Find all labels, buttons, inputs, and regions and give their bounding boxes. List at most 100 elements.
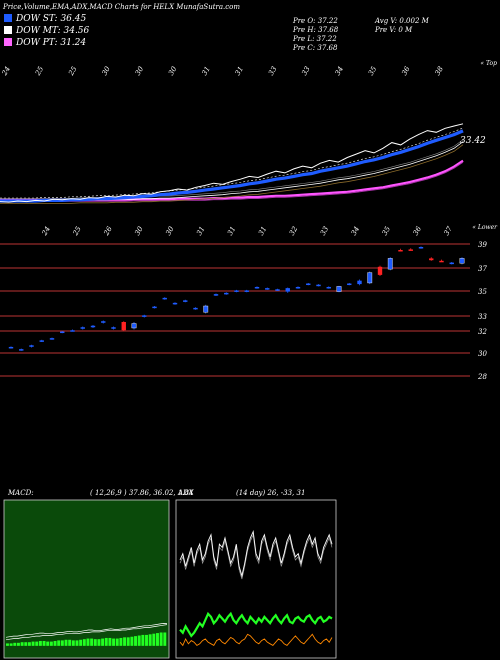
candle [111, 327, 116, 329]
macd-bar [156, 633, 159, 646]
x-tick-label: 36 [400, 65, 412, 77]
macd-title: MACD: [7, 489, 34, 497]
macd-bar [123, 637, 127, 646]
candle [439, 260, 444, 263]
macd-bar [75, 640, 79, 646]
corner-label: « Lower [472, 224, 498, 231]
ema-mid-line [0, 139, 464, 199]
x-tick-label: 31 [226, 225, 237, 237]
x-tick-label: 24 [0, 65, 12, 78]
macd-bar [163, 632, 167, 646]
macd-bar [159, 632, 163, 646]
macd-bar [57, 640, 61, 646]
candle [306, 283, 311, 286]
legend-label: DOW MT: 34.56 [16, 26, 90, 36]
legend-swatch [4, 14, 12, 22]
candle [29, 345, 34, 347]
ohlc-value: Pre O: 37.22 [293, 17, 338, 25]
macd-bar [126, 637, 130, 646]
legend-item: DOW PT: 31.24 [4, 38, 86, 48]
corner-label: « Top [480, 60, 497, 67]
candle [254, 286, 260, 289]
macd-bar [60, 640, 64, 646]
x-tick-label: 25 [67, 65, 79, 78]
ohlc-value: Pre L: 37.22 [293, 35, 337, 43]
candle [90, 325, 96, 328]
x-tick-label: 38 [434, 65, 446, 77]
legend-label: DOW ST: 36.45 [16, 14, 87, 24]
macd-bar [86, 638, 90, 646]
candle [316, 284, 321, 287]
candle [162, 297, 167, 300]
x-tick-label: 35 [367, 65, 379, 77]
macd-bar [38, 640, 42, 646]
macd-bar [145, 634, 148, 646]
macd-bar [108, 637, 112, 646]
macd-bar [148, 634, 152, 646]
ohlc-value: Pre H: 37.68 [293, 26, 339, 34]
legend-item: DOW ST: 36.45 [4, 14, 86, 24]
x-tick-label: 30 [100, 65, 112, 77]
macd-bar [42, 640, 46, 646]
candle [244, 290, 249, 292]
macd-bar [16, 642, 20, 646]
macd-line [5, 623, 168, 638]
candle [121, 322, 126, 331]
macd-bar [79, 639, 83, 646]
x-tick-label: 31 [234, 65, 245, 77]
candle [357, 280, 362, 285]
x-tick-label: 34 [334, 65, 345, 77]
volume-value: Pre V: 0 M [375, 26, 413, 34]
x-tick-label: 33 [319, 225, 331, 237]
candle [367, 272, 373, 284]
y-tick-label: 35 [478, 288, 487, 296]
candle [152, 306, 157, 309]
macd-bar [90, 638, 94, 646]
y-tick-label: 33 [478, 313, 487, 321]
macd-bar [13, 642, 17, 646]
x-tick-label: 30 [133, 225, 145, 237]
candle [234, 290, 239, 292]
candle [459, 258, 465, 264]
x-tick-label: 33 [300, 65, 312, 77]
y-tick-label: 32 [478, 328, 487, 336]
macd-bar [104, 637, 108, 646]
page-title: Price,Volume,EMA,ADX,MACD Charts for HEL… [3, 3, 241, 11]
candle [429, 258, 434, 261]
x-tick-label: 34 [350, 225, 361, 237]
macd-bar [27, 642, 31, 646]
macd-bar [101, 638, 105, 646]
candle [224, 292, 229, 295]
candle [449, 262, 454, 265]
candle [398, 250, 403, 252]
ema-short-line [0, 129, 464, 203]
macd-bar [137, 635, 141, 646]
macd-bar [24, 642, 28, 646]
x-tick-label: 31 [257, 225, 268, 237]
x-tick-label: 30 [164, 225, 176, 237]
macd-signal-line [5, 624, 168, 641]
macd-bar [82, 639, 86, 646]
macd-bar [141, 634, 145, 646]
y-tick-label: 30 [478, 350, 487, 358]
macd-bar [119, 637, 123, 646]
macd-panel [3, 499, 170, 659]
candle [19, 349, 24, 351]
macd-bar [152, 633, 156, 646]
x-tick-label: 26 [102, 225, 114, 238]
macd-bar [20, 642, 24, 646]
macd-bar [9, 643, 13, 646]
x-tick-label: 30 [134, 65, 146, 77]
candle [101, 321, 106, 323]
candle [8, 346, 14, 349]
candle [213, 294, 219, 296]
candle [142, 315, 147, 317]
volume-value: Avg V: 0.002 M [375, 17, 429, 25]
y-tick-label: 28 [477, 373, 487, 381]
x-tick-label: 36 [412, 225, 424, 237]
x-tick-label: 32 [288, 225, 300, 237]
candle [387, 258, 393, 270]
legend-label: DOW PT: 31.24 [16, 38, 87, 48]
plus-di-line [179, 611, 333, 638]
candle [418, 247, 424, 249]
